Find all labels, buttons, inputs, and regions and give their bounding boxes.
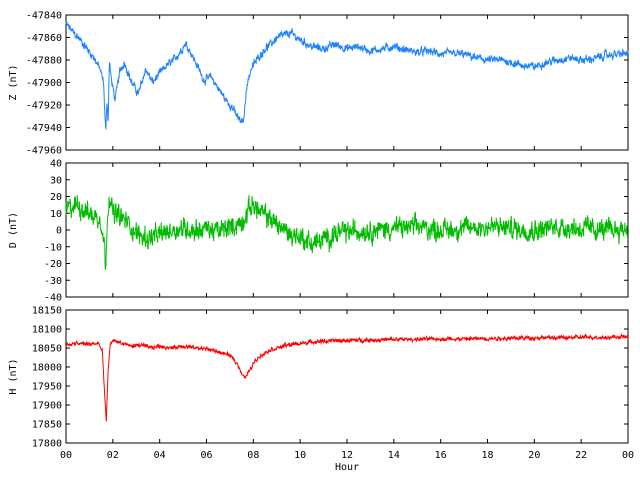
panel-1-ytick-label: 0 [56, 226, 62, 237]
panel-1-ytick-label: 30 [50, 175, 62, 186]
panel-2-ytick-label: 17900 [32, 401, 62, 412]
panel-2-ytick-label: 17850 [32, 420, 62, 431]
x-tick-label: 12 [341, 450, 353, 461]
panel-0-ylabel: Z (nT) [8, 64, 19, 100]
panel-2-ytick-label: 18100 [32, 325, 62, 336]
x-tick-label: 00 [622, 450, 634, 461]
panel-0-frame [65, 14, 629, 151]
panel-0-ytick-label: -47920 [26, 101, 62, 112]
panel-1-ytick-label: 20 [50, 192, 62, 203]
x-tick-label: 20 [528, 450, 540, 461]
x-tick-label: 16 [435, 450, 447, 461]
panel-2-ytick-label: 18000 [32, 363, 62, 374]
panel-0-ytick-label: -47900 [26, 78, 62, 89]
panel-2-frame [65, 309, 629, 444]
x-tick-label: 06 [200, 450, 212, 461]
panel-0-ytick-label: -47880 [26, 56, 62, 67]
panel-0-series-line [65, 20, 629, 131]
panel-1-ytick-label: -20 [44, 259, 62, 270]
panel-2-ytick-label: 17950 [32, 382, 62, 393]
x-tick-label: 08 [247, 450, 259, 461]
x-axis-label: Hour [335, 462, 359, 473]
panel-1-ytick-label: -30 [44, 276, 62, 287]
panel-2-ytick-label: 18150 [32, 306, 62, 317]
x-tick-label: 02 [107, 450, 119, 461]
x-tick-label: 04 [154, 450, 166, 461]
x-tick-label: 10 [294, 450, 306, 461]
panel-1-ytick-label: 10 [50, 209, 62, 220]
panel-1-ytick-label: 40 [50, 159, 62, 170]
panel-1-ytick-label: -10 [44, 242, 62, 253]
x-tick-label: 22 [575, 450, 587, 461]
x-tick-label: 14 [388, 450, 400, 461]
panel-0-ytick-label: -47960 [26, 146, 62, 157]
panel-2-series-line [65, 333, 629, 422]
panel-1-ylabel: D (nT) [8, 212, 19, 248]
x-tick-label: 00 [60, 450, 72, 461]
panel-1-ytick-label: -40 [44, 293, 62, 304]
panel-0-ytick-label: -47940 [26, 123, 62, 134]
panels-group: -47840 -47860 -47880 -47900 -47920 -47940 -479… [8, 11, 634, 474]
x-tick-label: 18 [481, 450, 493, 461]
panel-1-series-line [65, 195, 629, 270]
panel-2-ytick-label: 17800 [32, 439, 62, 450]
panel-2-ylabel: H (nT) [8, 358, 19, 394]
panel-0-ytick-label: -47840 [26, 11, 62, 22]
panel-2-ytick-label: 18050 [32, 344, 62, 355]
panel-0-ytick-label: -47860 [26, 33, 62, 44]
